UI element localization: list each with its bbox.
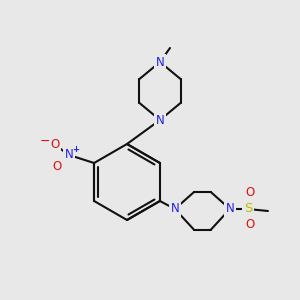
Text: N: N	[156, 56, 164, 68]
Text: N: N	[170, 202, 179, 215]
Text: N: N	[65, 148, 74, 161]
Text: O: O	[50, 139, 60, 152]
Text: −: −	[40, 134, 50, 148]
Text: N: N	[226, 202, 234, 215]
Text: S: S	[244, 202, 252, 215]
Text: N: N	[156, 113, 164, 127]
Text: O: O	[245, 187, 254, 200]
Text: +: +	[73, 146, 80, 154]
Text: O: O	[52, 160, 62, 173]
Text: O: O	[245, 218, 254, 232]
